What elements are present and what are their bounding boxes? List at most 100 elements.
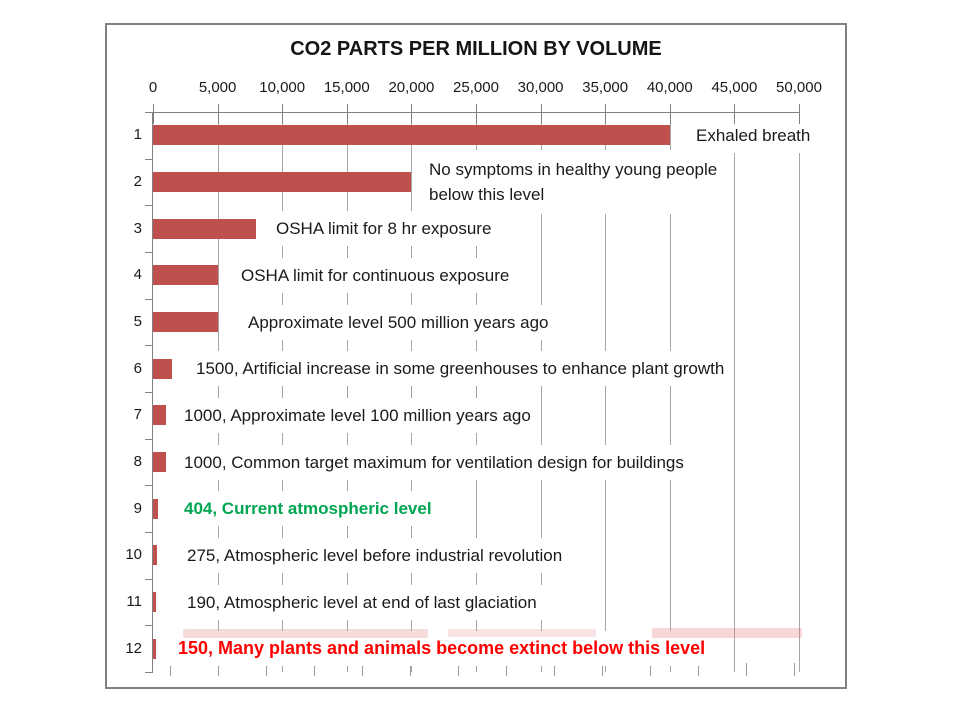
gridline-35,000 <box>605 112 607 672</box>
y-axis-tick <box>145 438 153 440</box>
bar-row-8 <box>153 452 166 472</box>
x-axis-tick <box>346 104 348 124</box>
bottom-tick <box>698 663 699 676</box>
y-axis-tick <box>145 298 153 300</box>
x-tick-label: 50,000 <box>776 79 822 96</box>
x-axis-tick <box>540 104 542 124</box>
chart-title: CO2 PARTS PER MILLION BY VOLUME <box>290 38 662 60</box>
category-label: 10 <box>125 546 142 564</box>
x-tick-label: 35,000 <box>582 79 629 96</box>
y-axis-tick <box>145 672 153 673</box>
gridline-40,000 <box>669 112 671 672</box>
x-tick-label: 20,000 <box>388 79 435 96</box>
y-axis-tick <box>145 578 153 580</box>
bottom-tick <box>314 663 315 676</box>
bar-row-9 <box>153 498 159 519</box>
category-label: 7 <box>133 406 142 424</box>
y-axis-tick <box>145 485 153 487</box>
x-axis-tick <box>282 104 284 124</box>
y-axis-tick <box>145 345 153 347</box>
category-label: 8 <box>133 453 142 470</box>
y-axis-tick <box>145 532 153 533</box>
gridline-30,000 <box>540 112 542 672</box>
bar-row-12 <box>153 638 156 659</box>
gridline-25,000 <box>476 112 477 672</box>
bar-row-2 <box>153 172 412 192</box>
bar-label-row-1: Exhaled breath <box>688 117 819 153</box>
gridline-50,000 <box>799 112 800 672</box>
bar-label-row-12: 150, Many plants and animals become exti… <box>170 631 714 667</box>
x-tick-label: 10,000 <box>259 79 306 96</box>
bar-label-row-11: 190, Atmospheric level at end of last gl… <box>179 584 545 620</box>
y-axis-tick <box>145 252 153 253</box>
bottom-tick <box>170 663 171 676</box>
bar-row-11 <box>153 592 156 612</box>
bar-label-row-6: 1500, Artificial increase in some greenh… <box>188 351 733 387</box>
bottom-tick <box>410 663 411 676</box>
gridline-20,000 <box>411 112 413 672</box>
x-tick-label: 25,000 <box>453 79 499 96</box>
bar-label-row-5: Approximate level 500 million years ago <box>240 304 557 340</box>
x-tick-label: 30,000 <box>517 79 564 96</box>
category-label: 5 <box>133 313 142 330</box>
bottom-tick <box>218 663 219 676</box>
x-axis-line <box>153 112 799 113</box>
bar-label-row-8: 1000, Common target maximum for ventilat… <box>176 444 692 480</box>
bottom-tick <box>602 663 603 676</box>
x-axis-tick <box>734 104 736 124</box>
bar-label-row-3: OSHA limit for 8 hr exposure <box>268 211 500 247</box>
y-axis-tick <box>145 392 153 393</box>
x-tick-label: 45,000 <box>711 79 758 96</box>
x-axis-tick <box>476 104 477 124</box>
x-axis-tick <box>153 104 154 124</box>
category-label: 3 <box>133 219 142 237</box>
y-axis-tick <box>145 625 153 627</box>
bottom-tick <box>650 663 651 676</box>
bottom-tick <box>266 663 267 676</box>
category-label: 1 <box>133 126 142 144</box>
bar-row-4 <box>153 265 218 286</box>
gridline-45,000 <box>734 112 736 672</box>
bar-row-6 <box>153 358 173 379</box>
x-axis-tick <box>605 104 607 124</box>
x-axis-tick <box>669 104 671 124</box>
bottom-tick <box>554 663 555 676</box>
bar-label-row-2: No symptoms in healthy young people below… <box>421 150 726 214</box>
x-tick-label: 0 <box>148 79 158 96</box>
x-axis-tick <box>217 104 219 124</box>
category-label: 9 <box>133 499 142 517</box>
bar-label-line: below this level <box>429 185 545 204</box>
x-tick-label: 15,000 <box>323 79 370 96</box>
bar-label-line: No symptoms in healthy young people <box>429 160 718 179</box>
bar-row-1 <box>153 125 670 146</box>
bar-label-row-9: 404, Current atmospheric level <box>176 491 440 527</box>
category-label: 4 <box>133 266 142 284</box>
bottom-tick <box>362 663 363 676</box>
bar-row-10 <box>153 545 157 566</box>
category-label: 11 <box>126 593 142 610</box>
bar-row-7 <box>153 405 166 426</box>
gridline-5,000 <box>217 112 219 672</box>
bar-row-3 <box>153 218 257 239</box>
bottom-tick <box>794 663 795 676</box>
y-axis-tick <box>145 158 153 160</box>
bar-row-5 <box>153 312 218 332</box>
bar-label-row-7: 1000, Approximate level 100 million year… <box>176 397 539 433</box>
bottom-tick <box>746 663 747 676</box>
y-axis-tick <box>145 205 153 207</box>
x-tick-label: 5,000 <box>198 79 237 96</box>
bottom-tick <box>506 663 507 676</box>
y-axis-tick <box>145 112 153 113</box>
category-label: 6 <box>133 359 142 377</box>
x-axis-tick <box>799 104 800 124</box>
category-label: 12 <box>125 639 142 657</box>
bottom-tick <box>458 663 459 676</box>
bar-label-row-4: OSHA limit for continuous exposure <box>233 257 518 293</box>
gridline-15,000 <box>346 112 348 672</box>
x-axis-tick <box>411 104 413 124</box>
gridline-10,000 <box>282 112 284 672</box>
bar-label-row-10: 275, Atmospheric level before industrial… <box>179 537 571 573</box>
x-tick-label: 40,000 <box>646 79 693 96</box>
category-label: 2 <box>133 173 142 190</box>
